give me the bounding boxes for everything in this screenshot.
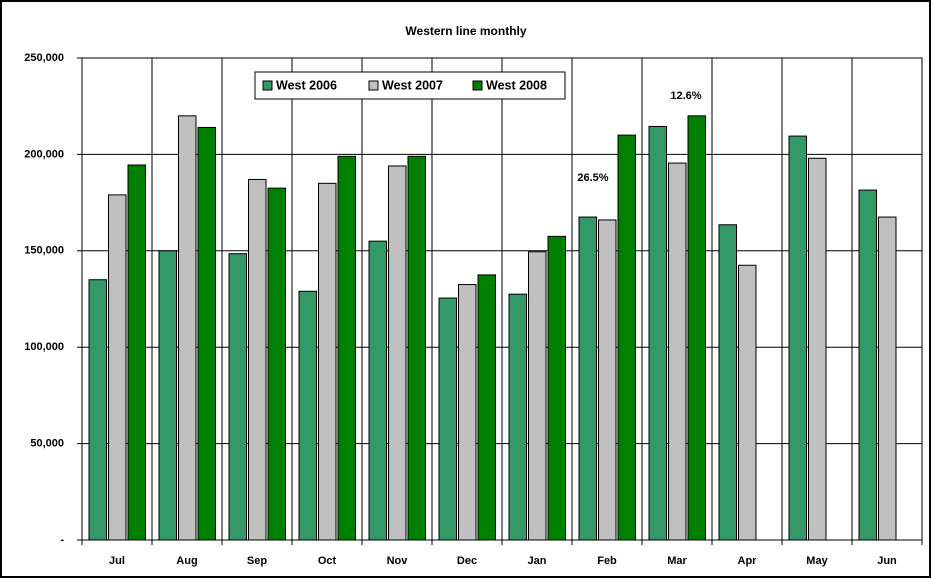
bar [267, 187, 286, 541]
bar [508, 293, 527, 541]
bar [108, 194, 127, 541]
legend-swatch [472, 80, 483, 91]
bar [337, 155, 356, 541]
bar [407, 155, 426, 541]
x-tick-label: Dec [457, 555, 477, 567]
annotation: 26.5% [577, 172, 608, 184]
bar [228, 253, 247, 541]
legend-label: West 2006 [276, 78, 337, 92]
x-tick-label: Oct [318, 555, 337, 567]
bar [438, 297, 457, 541]
bar [858, 189, 877, 541]
bar [158, 250, 177, 541]
bar [178, 115, 197, 541]
bar [788, 135, 807, 541]
chart-title: Western line monthly [405, 24, 526, 38]
x-tick-label: Mar [667, 555, 687, 567]
bar [668, 162, 687, 541]
x-tick-label: Sep [247, 555, 267, 567]
bar [197, 126, 216, 541]
bar [477, 274, 496, 541]
bar [127, 164, 146, 541]
y-tick-label: - [60, 534, 64, 546]
bar [458, 284, 477, 541]
x-tick-label: Jun [877, 555, 897, 567]
x-tick-label: Nov [387, 555, 409, 567]
annotation: 12.6% [670, 90, 701, 102]
y-tick-label: 100,000 [24, 341, 64, 353]
bar [528, 251, 547, 541]
bar [617, 134, 636, 541]
x-tick-label: Jul [109, 555, 125, 567]
bar [248, 178, 267, 541]
bar [388, 165, 407, 541]
bar [738, 264, 757, 541]
bar [368, 240, 387, 541]
bar [547, 235, 566, 541]
bar [578, 216, 597, 541]
y-tick-label: 50,000 [30, 438, 64, 450]
bar [298, 290, 317, 541]
bar [808, 157, 827, 541]
bar [598, 219, 617, 541]
bar [687, 115, 706, 541]
legend-swatch [262, 80, 273, 91]
legend-swatch [368, 80, 379, 91]
y-tick-label: 200,000 [24, 148, 64, 160]
x-tick-label: Aug [176, 555, 197, 567]
legend-box [254, 71, 566, 100]
bar [878, 216, 897, 541]
x-tick-label: Apr [738, 555, 758, 567]
bar [718, 224, 737, 541]
bar [318, 182, 337, 541]
bar [648, 125, 667, 541]
x-tick-label: May [806, 555, 828, 567]
legend-label: West 2007 [382, 78, 443, 92]
y-tick-label: 150,000 [24, 245, 64, 257]
x-tick-label: Jan [528, 555, 547, 567]
y-tick-label: 250,000 [24, 52, 64, 64]
legend-label: West 2008 [486, 78, 547, 92]
x-tick-label: Feb [597, 555, 617, 567]
bar [88, 279, 107, 541]
